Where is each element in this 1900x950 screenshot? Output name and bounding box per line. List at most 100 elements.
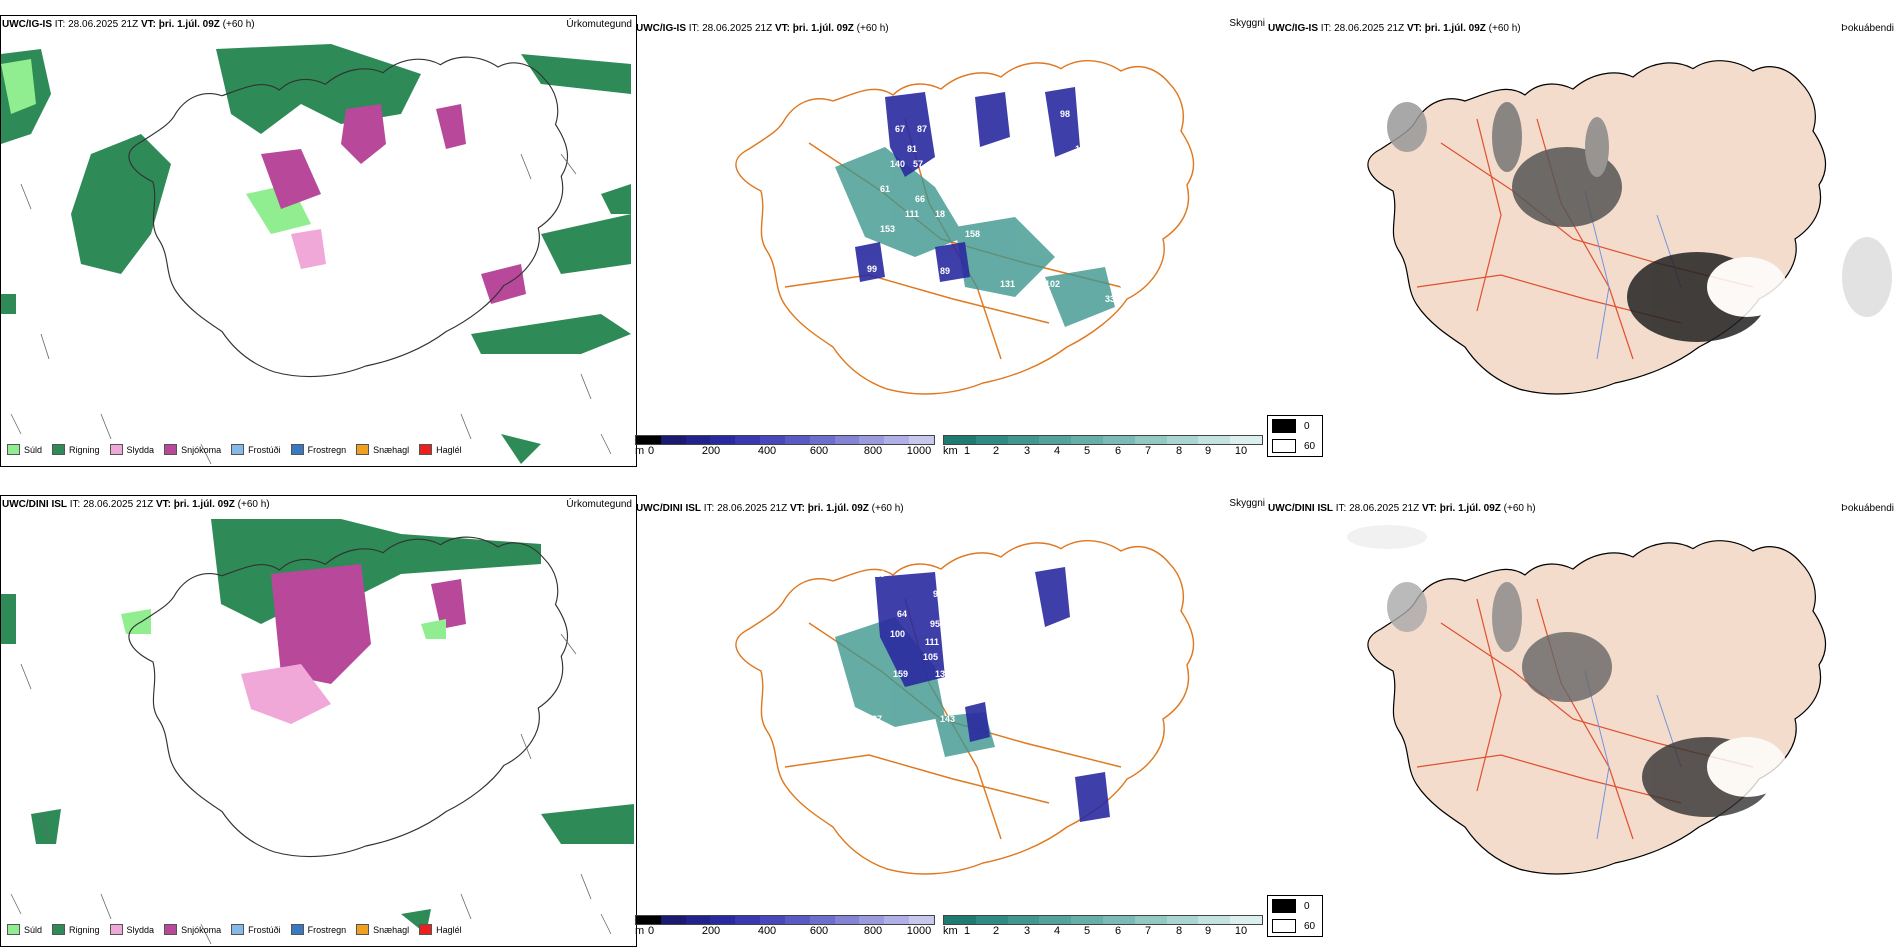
panel-header: UWC/DINI ISL IT: 28.06.2025 21Z VT: þri.…: [1268, 503, 1536, 514]
panel-header: UWC/DINI ISL IT: 28.06.2025 21Z VT: þri.…: [636, 503, 904, 514]
fog-legend: 0 60: [1267, 415, 1323, 457]
svg-text:89: 89: [940, 266, 950, 276]
panel-title: Þokuábendi: [1841, 23, 1894, 34]
fog-legend-low: 60: [1268, 436, 1322, 456]
panel-header: UWC/DINI ISL IT: 28.06.2025 21Z VT: þri.…: [2, 499, 270, 510]
legend-item-frostregn: Frostregn: [290, 444, 346, 455]
svg-text:100: 100: [890, 629, 905, 639]
legend-item-snaehagl: Snæhagl: [356, 444, 409, 455]
svg-text:112: 112: [1075, 584, 1090, 594]
legend-item-frostudi: Frostúði: [231, 924, 281, 935]
svg-text:99: 99: [867, 264, 877, 274]
legend-item-sudl: Súld: [7, 444, 42, 455]
legend-item-haglel: Haglél: [419, 924, 462, 935]
panel-header: UWC/IG-IS IT: 28.06.2025 21Z VT: þri. 1.…: [1268, 23, 1521, 34]
svg-text:74: 74: [1027, 342, 1037, 352]
colorbar-km: 1 2 3 4 5 6 7 8 9 10: [943, 435, 1263, 457]
cloud-panel-top: UWC/IG-IS IT: 28.06.2025 21Z VT: þri. 1.…: [635, 15, 1267, 465]
precip-legend: Súld Rigning Slydda Snjókoma Frostúði Fr…: [7, 924, 472, 935]
cloud-map: 112 96 64 95 155 100 111 105 159 130 137…: [735, 539, 1195, 875]
colorbar-m-ticks: 0 200 400 600 800 1000: [647, 445, 932, 457]
panel-title: Skyggni: [1229, 498, 1265, 509]
colorbar-m: 0 200 400 600 800 1000: [635, 915, 935, 937]
fog-map: [1347, 525, 1827, 875]
svg-text:130: 130: [935, 669, 950, 679]
svg-text:64: 64: [897, 609, 907, 619]
svg-text:61: 61: [880, 184, 890, 194]
colorbar-km-ticks: 1 2 3 4 5 6 7 8 9 10: [963, 925, 1248, 937]
panel-header: UWC/IG-IS IT: 28.06.2025 21Z VT: þri. 1.…: [2, 19, 255, 30]
cloud-map: 98 67 87 81 57 140 61 66 111 18 153 99 8…: [735, 59, 1195, 395]
svg-text:131: 131: [1000, 279, 1015, 289]
svg-text:143: 143: [940, 714, 955, 724]
legend-item-slydda: Slydda: [109, 924, 154, 935]
legend-item-snaehagl: Snæhagl: [356, 924, 409, 935]
panel-title: Þokuábendi: [1841, 503, 1894, 514]
colorbar-km: 1 2 3 4 5 6 7 8 9 10: [943, 915, 1263, 937]
legend-item-snjokoma: Snjókoma: [164, 444, 221, 455]
legend-item-frostudi: Frostúði: [231, 444, 281, 455]
precip-type-panel-bottom: UWC/DINI ISL IT: 28.06.2025 21Z VT: þri.…: [0, 495, 637, 947]
svg-text:29: 29: [875, 569, 885, 579]
svg-text:105: 105: [923, 652, 938, 662]
svg-text:240: 240: [1120, 279, 1135, 289]
fog-panel-bottom: UWC/DINI ISL IT: 28.06.2025 21Z VT: þri.…: [1267, 495, 1900, 945]
unit-km: km: [943, 445, 958, 457]
unit-km: km: [943, 925, 958, 937]
svg-text:153: 153: [880, 224, 895, 234]
legend-item-sudl: Súld: [7, 924, 42, 935]
precip-legend: Súld Rigning Slydda Snjókoma Frostúði Fr…: [7, 444, 472, 455]
svg-text:81: 81: [907, 144, 917, 154]
colorbar-km-strip: [943, 915, 1263, 925]
fog-legend-high: 0: [1268, 896, 1322, 916]
svg-text:18: 18: [935, 209, 945, 219]
svg-text:153: 153: [852, 731, 867, 741]
legend-item-rigning: Rigning: [52, 444, 100, 455]
panel-header: UWC/IG-IS IT: 28.06.2025 21Z VT: þri. 1.…: [636, 23, 889, 34]
fog-panel-top: UWC/IG-IS IT: 28.06.2025 21Z VT: þri. 1.…: [1267, 15, 1900, 465]
unit-m: m: [635, 925, 645, 937]
legend-item-rigning: Rigning: [52, 924, 100, 935]
colorbar-m-strip: [635, 915, 935, 925]
legend-item-haglel: Haglél: [419, 444, 462, 455]
svg-text:57: 57: [913, 159, 923, 169]
svg-text:87: 87: [917, 124, 927, 134]
svg-text:78: 78: [1040, 329, 1050, 339]
svg-text:96: 96: [933, 589, 943, 599]
svg-text:137: 137: [867, 714, 882, 724]
colorbar-m: 0 200 400 600 800 1000: [635, 435, 935, 457]
svg-text:111: 111: [905, 209, 919, 219]
svg-text:51: 51: [1060, 356, 1070, 366]
cloud-panel-bottom: UWC/DINI ISL IT: 28.06.2025 21Z VT: þri.…: [635, 495, 1267, 945]
panel-title: Skyggni: [1229, 18, 1265, 29]
svg-text:152: 152: [1075, 144, 1090, 154]
colorbar-m-ticks: 0 200 400 600 800 1000: [647, 925, 932, 937]
panel-title: Úrkomutegund: [566, 499, 632, 510]
svg-text:98: 98: [1060, 109, 1070, 119]
fog-map: [1367, 60, 1892, 395]
svg-text:159: 159: [893, 669, 908, 679]
svg-text:41: 41: [1060, 329, 1070, 339]
legend-item-snjokoma: Snjókoma: [164, 924, 221, 935]
legend-item-frostregn: Frostregn: [290, 924, 346, 935]
colorbar-km-ticks: 1 2 3 4 5 6 7 8 9 10: [963, 445, 1248, 457]
fog-legend: 0 60: [1267, 895, 1323, 937]
svg-text:336: 336: [1105, 294, 1120, 304]
precip-type-panel-top: UWC/IG-IS IT: 28.06.2025 21Z VT: þri. 1.…: [0, 15, 637, 467]
unit-m: m: [635, 445, 645, 457]
colorbar-km-strip: [943, 435, 1263, 445]
svg-text:102: 102: [1045, 279, 1060, 289]
colorbar-m-strip: [635, 435, 935, 445]
precip-map: [1, 44, 631, 464]
fog-legend-high: 0: [1268, 416, 1322, 436]
svg-text:140: 140: [890, 159, 905, 169]
svg-text:158: 158: [965, 229, 980, 239]
panel-title: Úrkomutegund: [566, 19, 632, 30]
svg-text:67: 67: [895, 124, 905, 134]
legend-item-slydda: Slydda: [109, 444, 154, 455]
svg-text:95: 95: [930, 619, 940, 629]
svg-text:155: 155: [1083, 614, 1098, 624]
svg-text:66: 66: [915, 194, 925, 204]
fog-legend-low: 60: [1268, 916, 1322, 936]
svg-text:111: 111: [925, 637, 939, 647]
